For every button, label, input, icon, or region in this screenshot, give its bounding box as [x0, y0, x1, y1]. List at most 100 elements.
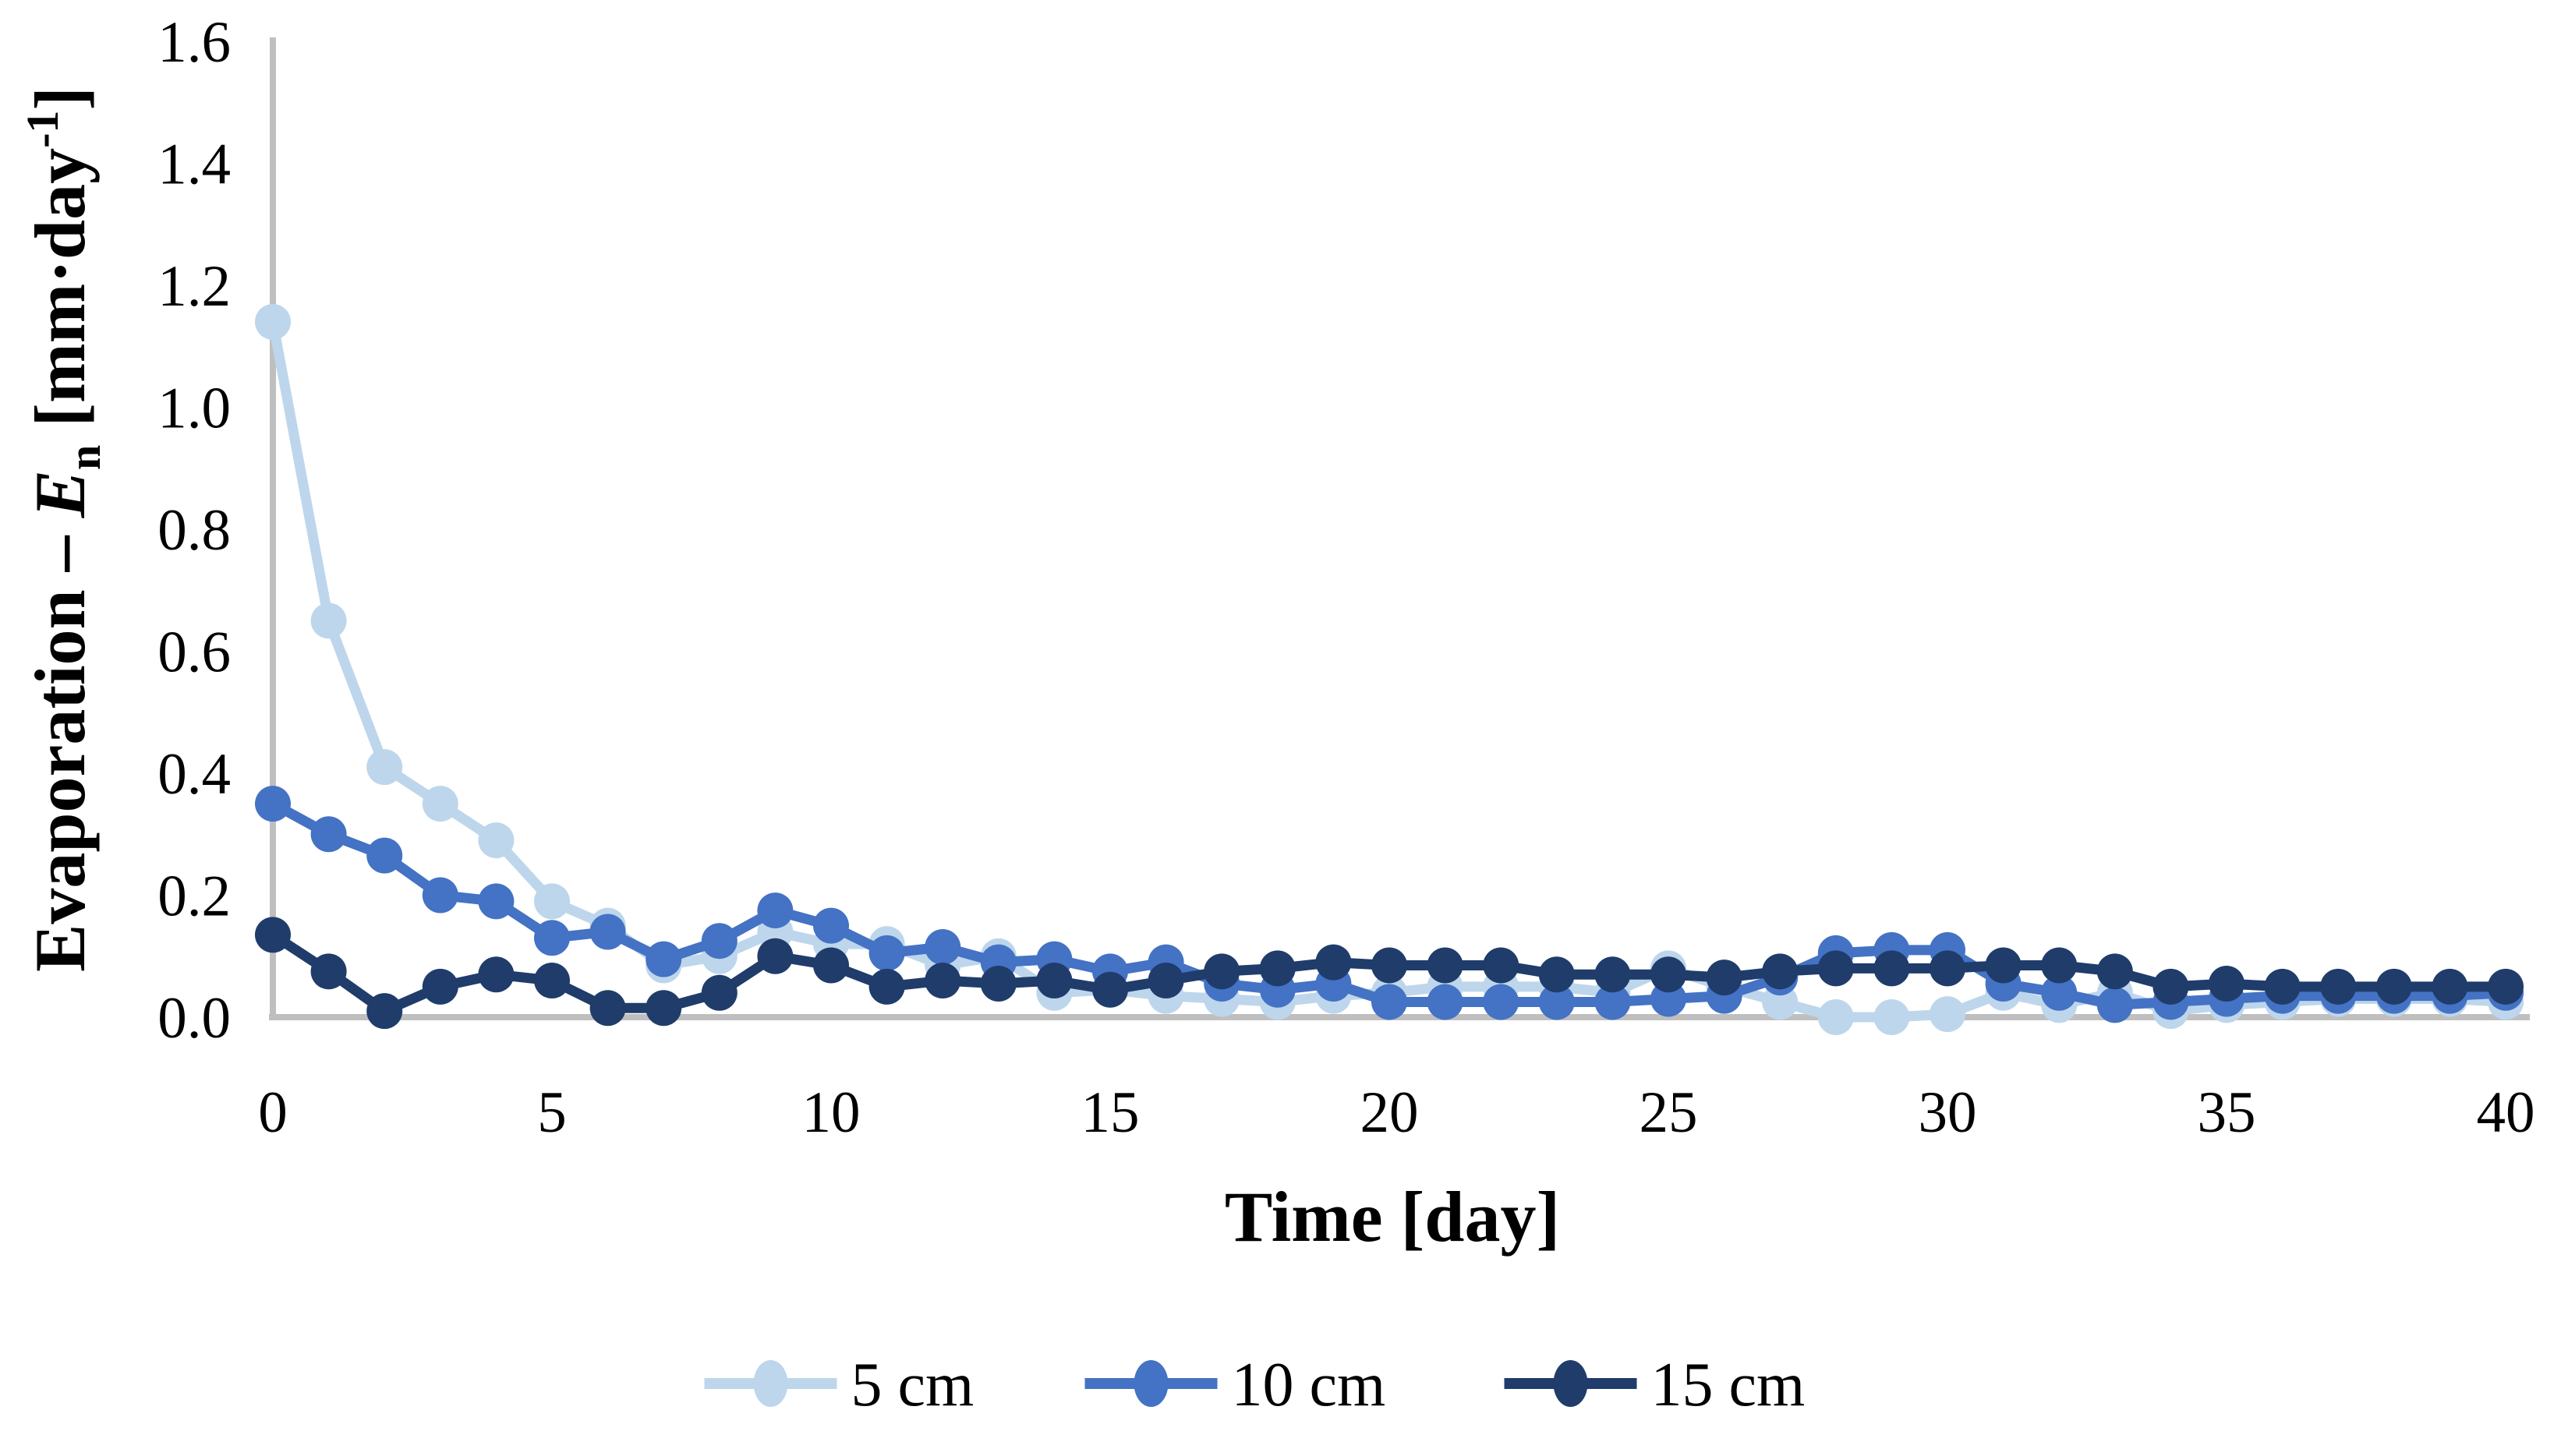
- y-tick-label: 0.8: [157, 498, 231, 563]
- series-15cm-point: [534, 963, 570, 999]
- series-10cm-point: [1538, 984, 1575, 1020]
- series-10cm-point: [757, 892, 794, 929]
- series-10cm-point: [868, 935, 905, 971]
- series-10cm-point: [589, 914, 626, 950]
- series-15cm-point: [701, 974, 738, 1011]
- series-15cm-point: [2432, 968, 2468, 1005]
- series-15cm-point: [1148, 963, 1184, 999]
- series-15cm-point: [2375, 968, 2412, 1005]
- series-15cm-point: [868, 968, 905, 1005]
- series-15cm-point: [2096, 953, 2133, 990]
- series-15cm-point: [813, 947, 849, 984]
- series-15cm-point: [1538, 956, 1575, 993]
- series-10cm-point: [1427, 984, 1463, 1020]
- series-15cm-point: [2153, 968, 2189, 1005]
- series-15cm-point: [1650, 956, 1686, 993]
- series-15cm-point: [255, 917, 291, 953]
- x-tick-label: 40: [2477, 1080, 2535, 1145]
- series-10cm-point: [646, 941, 682, 977]
- legend-label-10cm: 10 cm: [1232, 1351, 1386, 1419]
- series-15cm-point: [757, 938, 794, 974]
- series-5cm-point: [478, 822, 515, 859]
- series-5cm-point: [534, 883, 570, 920]
- series-5cm-point: [366, 749, 403, 786]
- series-10cm-point: [478, 883, 515, 920]
- y-tick-label: 1.6: [157, 10, 231, 75]
- series-15cm-point: [1092, 971, 1128, 1008]
- series-10cm-point: [422, 877, 458, 914]
- x-tick-label: 0: [258, 1080, 288, 1145]
- legend-item-5cm: 5 cm: [704, 1351, 975, 1419]
- y-axis-title: Evaporation – En [mm·day-1]: [17, 87, 110, 972]
- series-10cm-point: [366, 837, 403, 874]
- x-tick-label: 30: [1919, 1080, 1977, 1145]
- series-15cm-point: [589, 990, 626, 1027]
- series-15cm-point: [1817, 950, 1854, 987]
- x-tick-label: 15: [1081, 1080, 1140, 1145]
- legend-label-5cm: 5 cm: [851, 1351, 975, 1419]
- x-tick-label: 25: [1640, 1080, 1698, 1145]
- axis-titles: Time [day] Evaporation – En [mm·day-1]: [17, 87, 1560, 1256]
- y-tick-label: 0.6: [157, 620, 231, 685]
- series-10cm-point: [255, 786, 291, 822]
- x-tick-label: 5: [537, 1080, 567, 1145]
- series-10cm-point: [2096, 987, 2133, 1023]
- series-15cm-point: [1594, 956, 1631, 993]
- series-15cm-point: [980, 965, 1017, 1002]
- series-5cm-point: [422, 786, 458, 822]
- legend-item-15cm: 15 cm: [1504, 1351, 1806, 1419]
- series-15cm-point: [646, 990, 682, 1027]
- series-10cm-point: [701, 923, 738, 959]
- y-tick-label: 1.2: [157, 254, 231, 319]
- series-15cm-point: [1762, 953, 1799, 990]
- legend-marker-dot-5cm: [753, 1360, 788, 1407]
- series-10cm-point: [310, 816, 347, 853]
- series-15cm-point: [1873, 950, 1910, 987]
- series-15cm: [255, 917, 2524, 1030]
- y-tick-label: 1.0: [157, 376, 231, 441]
- x-tick-label: 35: [2198, 1080, 2256, 1145]
- series-15cm-point: [1315, 944, 1352, 981]
- series-10cm-point: [534, 920, 570, 956]
- series-15cm-point: [925, 963, 961, 999]
- y-axis-tick-labels: 0.0 0.2 0.4 0.6 0.8 1.0 1.2 1.4 1.6: [157, 10, 231, 1051]
- series-5cm-point: [1930, 996, 1965, 1033]
- y-tick-label: 1.4: [157, 133, 231, 197]
- series-10cm-point: [2041, 974, 2078, 1011]
- series-15cm-point: [1259, 950, 1296, 987]
- series-15cm-point: [422, 968, 458, 1005]
- series-15cm-point: [1706, 959, 1742, 996]
- legend-marker-dot-15cm: [1553, 1360, 1588, 1407]
- series-15cm-point: [1483, 947, 1519, 984]
- series-15cm-point: [1204, 953, 1240, 990]
- series-5cm-point: [1817, 999, 1854, 1035]
- series-15cm-point: [1427, 947, 1463, 984]
- legend: 5 cm 10 cm 15 cm: [704, 1351, 1806, 1419]
- y-tick-label: 0.2: [157, 864, 231, 929]
- series-15cm-point: [478, 956, 515, 993]
- series-5cm-point: [255, 303, 291, 340]
- legend-item-10cm: 10 cm: [1084, 1351, 1386, 1419]
- x-tick-label: 20: [1360, 1080, 1419, 1145]
- series-15cm-point: [1930, 950, 1965, 987]
- series-5cm-point: [310, 603, 347, 639]
- series-10cm-point: [925, 929, 961, 966]
- x-axis-tick-labels: 0 5 10 15 20 25 30 35 40: [258, 1080, 2535, 1145]
- series-15cm-point: [2264, 968, 2301, 1005]
- series-10cm-point: [813, 907, 849, 944]
- x-axis-title: Time [day]: [1225, 1177, 1560, 1256]
- series-15cm-point: [1036, 963, 1073, 999]
- series-10cm-point: [1371, 984, 1407, 1020]
- series-15cm-point: [2488, 968, 2524, 1005]
- series-5cm-point: [1873, 999, 1910, 1035]
- y-tick-label: 0.4: [157, 742, 231, 807]
- series-15cm-point: [2041, 947, 2078, 984]
- series-10cm-point: [1594, 984, 1631, 1020]
- series-15cm-point: [2320, 968, 2357, 1005]
- series-15cm-point: [2209, 965, 2244, 1002]
- y-tick-label: 0.0: [157, 986, 231, 1051]
- series-15cm-point: [366, 993, 403, 1030]
- legend-label-15cm: 15 cm: [1651, 1351, 1806, 1419]
